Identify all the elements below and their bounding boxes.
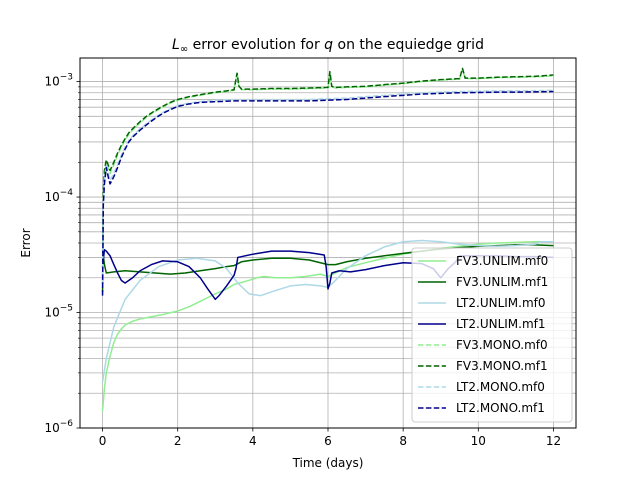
legend-label: LT2.UNLIM.mf0 xyxy=(456,296,546,310)
x-tick-label: 12 xyxy=(546,434,561,448)
y-tick-label: 10−3 xyxy=(44,73,73,89)
legend-label: FV3.UNLIM.mf1 xyxy=(456,275,548,289)
x-axis-label: Time (days) xyxy=(292,456,364,470)
y-tick-label: 10−4 xyxy=(44,188,73,204)
series-line-lt2-unlim-mf0 xyxy=(101,239,554,383)
legend-box xyxy=(411,247,573,423)
legend-label: FV3.UNLIM.mf0 xyxy=(456,254,548,268)
series-line-fv3-mono-mf0 xyxy=(101,68,554,278)
legend-label: LT2.MONO.mf0 xyxy=(456,380,545,394)
x-tick-label: 8 xyxy=(399,434,407,448)
legend-label: LT2.UNLIM.mf1 xyxy=(456,317,546,331)
series-line-lt2-mono-mf0 xyxy=(101,89,554,284)
y-tick-label: 10−6 xyxy=(44,419,73,435)
series-line-lt2-mono-mf1 xyxy=(101,90,554,296)
y-tick-label: 10−5 xyxy=(44,304,73,320)
series-line-fv3-mono-mf1 xyxy=(101,67,554,293)
x-tick-label: 6 xyxy=(324,434,332,448)
legend-label: LT2.MONO.mf1 xyxy=(456,401,545,415)
chart-title: L∞ error evolution for q on the equiedge… xyxy=(172,37,484,55)
ticks: 0 2 4 6 8 10 12 10−6 10−5 10−4 10−3 xyxy=(44,73,561,448)
x-tick-label: 2 xyxy=(174,434,182,448)
legend-label: FV3.MONO.mf1 xyxy=(456,359,548,373)
y-axis-label: Error xyxy=(19,228,33,257)
x-tick-label: 10 xyxy=(471,434,486,448)
x-tick-label: 0 xyxy=(99,434,107,448)
x-tick-label: 4 xyxy=(249,434,257,448)
legend-label: FV3.MONO.mf0 xyxy=(456,338,548,352)
legend: FV3.UNLIM.mf0 FV3.UNLIM.mf1 LT2.UNLIM.mf0 L… xyxy=(411,247,573,423)
